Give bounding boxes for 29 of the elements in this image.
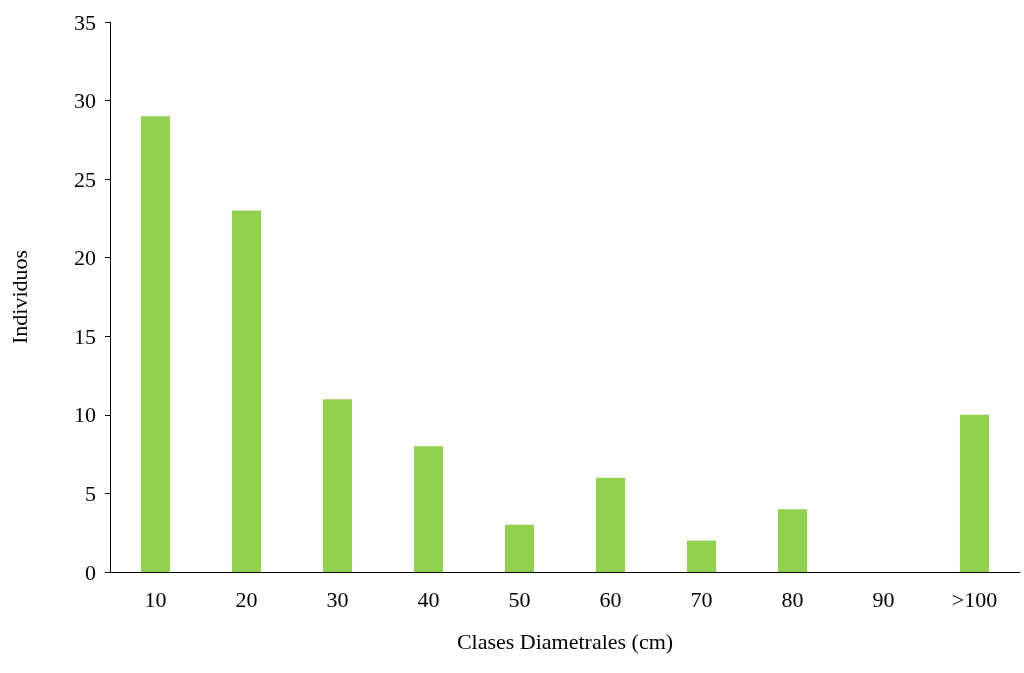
bar (777, 509, 808, 572)
y-tick-label: 10 (74, 402, 96, 428)
bar (686, 540, 717, 572)
x-tick-label: >100 (951, 586, 998, 612)
x-tick-label: 20 (235, 586, 258, 612)
x-tick-label: 50 (508, 586, 531, 612)
y-tick-label: 15 (74, 323, 96, 349)
y-tick-label: 25 (74, 166, 96, 192)
x-tick-label: 90 (872, 586, 895, 612)
bar (140, 116, 171, 572)
y-tick-label: 30 (74, 88, 96, 114)
x-tick-label: 80 (781, 586, 804, 612)
x-tick-label: 60 (599, 586, 622, 612)
y-tick-label: 5 (85, 480, 96, 506)
bar (413, 446, 444, 572)
x-tick-label: 30 (326, 586, 349, 612)
y-tick-label: 0 (85, 559, 96, 585)
bar (231, 210, 262, 572)
bar (322, 399, 353, 572)
bar (504, 524, 535, 572)
y-axis-title: Individuos (6, 249, 32, 345)
x-tick-label: 40 (417, 586, 440, 612)
bar (959, 414, 990, 572)
x-tick-label: 70 (690, 586, 713, 612)
bar (595, 477, 626, 572)
x-axis-title: Clases Diametrales (cm) (456, 628, 674, 654)
y-tick-label: 35 (74, 9, 96, 35)
y-tick-label: 20 (74, 245, 96, 271)
x-tick-label: 10 (144, 586, 167, 612)
